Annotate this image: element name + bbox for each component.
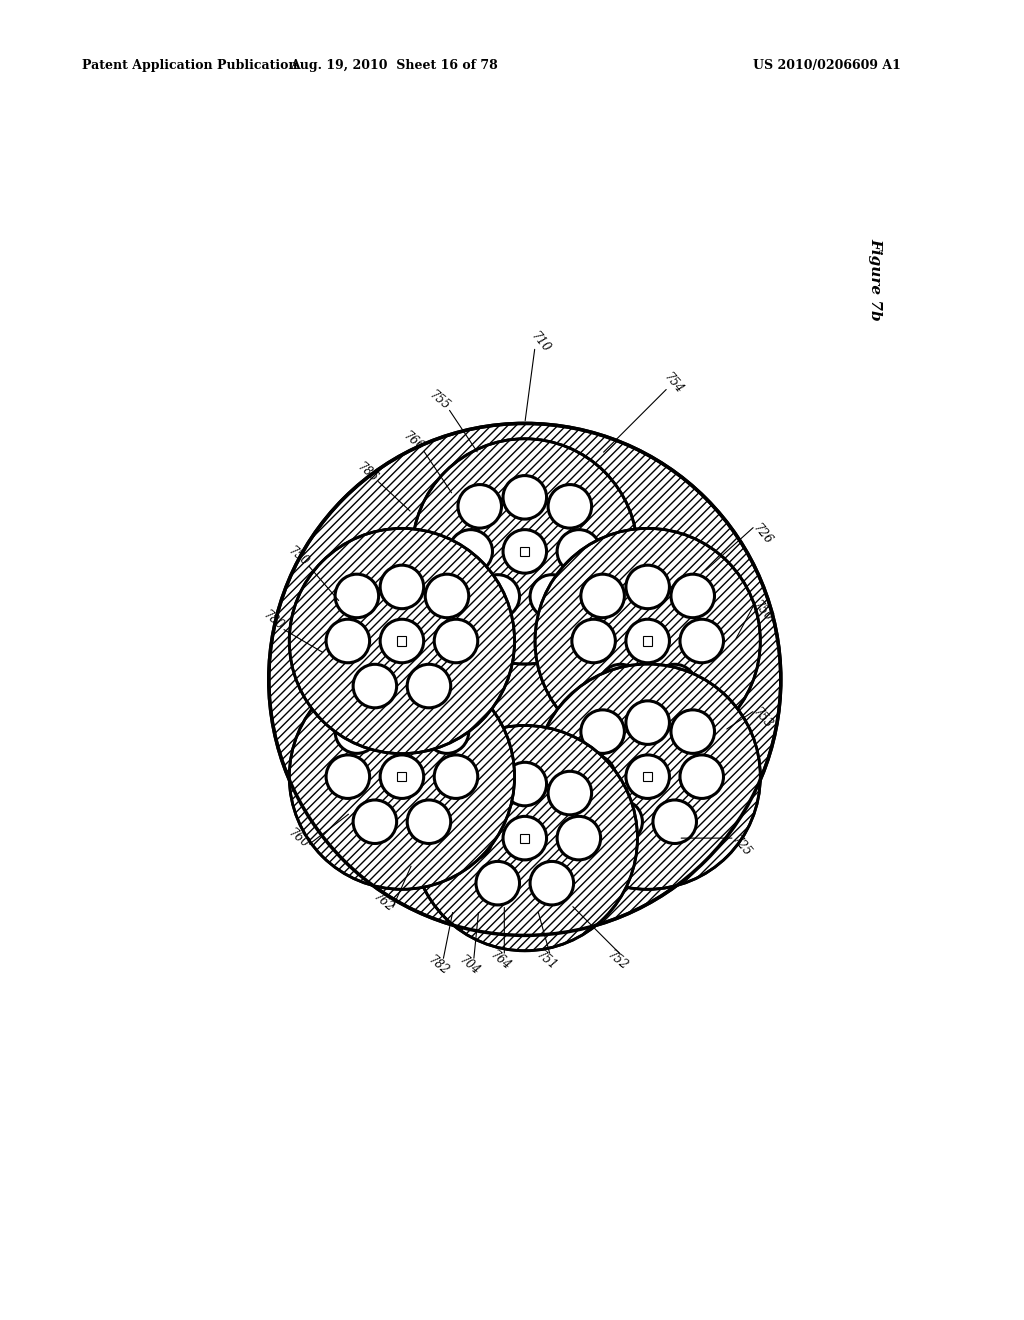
Text: 760: 760 xyxy=(286,826,311,851)
Circle shape xyxy=(353,800,396,843)
Circle shape xyxy=(335,574,379,618)
Text: 754: 754 xyxy=(660,371,685,396)
Circle shape xyxy=(557,816,601,859)
Circle shape xyxy=(380,619,424,663)
Circle shape xyxy=(503,762,547,805)
Circle shape xyxy=(571,619,615,663)
Text: 780: 780 xyxy=(260,609,286,634)
Bar xyxy=(397,772,407,781)
Text: Figure 7b: Figure 7b xyxy=(868,238,883,321)
Circle shape xyxy=(268,424,780,936)
Text: Aug. 19, 2010  Sheet 16 of 78: Aug. 19, 2010 Sheet 16 of 78 xyxy=(291,59,498,73)
Circle shape xyxy=(503,529,547,573)
Circle shape xyxy=(626,755,670,799)
Circle shape xyxy=(458,771,502,814)
Circle shape xyxy=(326,755,370,799)
Circle shape xyxy=(680,755,724,799)
Circle shape xyxy=(557,529,601,573)
Circle shape xyxy=(408,664,451,708)
Circle shape xyxy=(680,619,724,663)
Circle shape xyxy=(503,816,547,859)
Circle shape xyxy=(425,574,469,618)
Text: 751: 751 xyxy=(534,949,559,973)
Text: 725: 725 xyxy=(730,834,754,859)
Text: 753: 753 xyxy=(751,706,774,731)
Circle shape xyxy=(671,710,715,754)
Circle shape xyxy=(653,800,696,843)
Circle shape xyxy=(476,862,519,906)
Circle shape xyxy=(434,755,478,799)
Circle shape xyxy=(626,701,670,744)
Text: US 2010/0206609 A1: US 2010/0206609 A1 xyxy=(753,59,900,73)
Text: 766: 766 xyxy=(401,429,427,454)
Text: 782: 782 xyxy=(426,954,452,978)
Circle shape xyxy=(548,771,592,814)
Circle shape xyxy=(535,528,760,754)
Text: 704: 704 xyxy=(457,954,482,978)
Circle shape xyxy=(530,574,573,618)
Circle shape xyxy=(571,755,615,799)
Circle shape xyxy=(626,619,670,663)
Circle shape xyxy=(380,565,424,609)
Circle shape xyxy=(581,710,625,754)
Circle shape xyxy=(530,862,573,906)
Text: 764: 764 xyxy=(487,949,513,973)
Circle shape xyxy=(458,484,502,528)
Circle shape xyxy=(599,800,642,843)
Text: 710: 710 xyxy=(527,330,552,355)
Bar xyxy=(520,546,529,556)
Circle shape xyxy=(449,816,493,859)
Circle shape xyxy=(289,664,514,890)
Text: 762: 762 xyxy=(371,891,396,915)
Circle shape xyxy=(626,565,670,609)
Text: 750: 750 xyxy=(286,545,311,569)
Circle shape xyxy=(653,664,696,708)
Text: 752: 752 xyxy=(605,949,631,973)
Circle shape xyxy=(581,574,625,618)
Circle shape xyxy=(408,800,451,843)
Bar xyxy=(520,834,529,842)
Text: 755: 755 xyxy=(427,388,453,413)
Circle shape xyxy=(412,438,637,664)
Circle shape xyxy=(671,574,715,618)
Circle shape xyxy=(434,619,478,663)
Circle shape xyxy=(380,755,424,799)
Circle shape xyxy=(289,528,514,754)
Bar xyxy=(397,636,407,645)
Circle shape xyxy=(449,529,493,573)
Circle shape xyxy=(476,574,519,618)
Circle shape xyxy=(353,664,396,708)
Circle shape xyxy=(380,701,424,744)
Text: Patent Application Publication: Patent Application Publication xyxy=(82,59,297,73)
Circle shape xyxy=(335,710,379,754)
Circle shape xyxy=(599,664,642,708)
Text: 726: 726 xyxy=(751,521,774,548)
Circle shape xyxy=(412,726,637,950)
Circle shape xyxy=(326,619,370,663)
Circle shape xyxy=(548,484,592,528)
Circle shape xyxy=(535,664,760,890)
Bar xyxy=(643,636,652,645)
Bar xyxy=(643,772,652,781)
Circle shape xyxy=(425,710,469,754)
Text: 786: 786 xyxy=(355,461,381,484)
Text: 750: 750 xyxy=(751,598,774,624)
Circle shape xyxy=(503,475,547,519)
